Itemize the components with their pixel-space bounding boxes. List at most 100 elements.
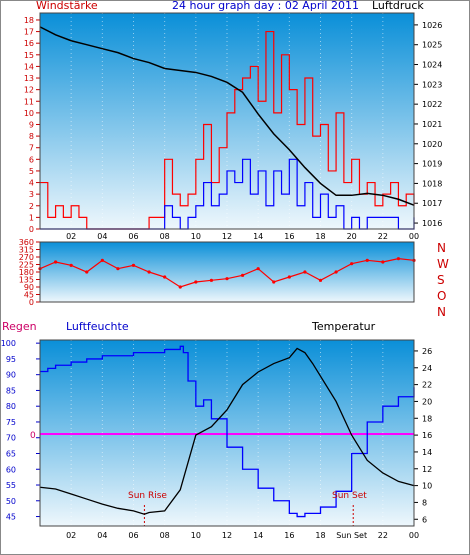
wind-tick-label: 16 [24,39,34,48]
wind-x-tick-label: 06 [128,232,138,241]
pressure-tick-label: 1022 [422,100,442,109]
dir-plot-border [39,241,415,303]
wind-x-tick-label: 08 [160,232,170,241]
pressure-tick-label: 1019 [422,160,442,169]
temp-tick-label: 16 [422,431,432,440]
temp-x-tick-label: 16 [284,531,294,540]
pressure-tick-label: 1025 [422,41,442,50]
temp-tick-label: 22 [422,381,432,390]
chart-wind-pressure: 0123456789101112131415161718101610171018… [24,12,442,241]
wind-direction-point [396,257,401,261]
temp-x-tick-label: 06 [128,531,138,540]
humidity-label: Luftfeuchte [66,320,129,333]
dir-tick-label: 225 [19,261,34,270]
wind-tick-label: 14 [24,62,34,71]
pressure-tick-label: 1023 [422,80,442,89]
wind-direction-point [131,263,136,267]
wind-direction-point [163,275,167,279]
wind-direction-point [225,277,229,281]
humidity-tick-label: 90 [6,371,16,380]
temp-x-tick-label: 04 [97,531,107,540]
wind-x-tick-label: 18 [315,232,325,241]
temp-x-tick-label: 00 [409,531,419,540]
dir-tick-label: 0 [29,298,34,307]
temp-tick-label: 24 [422,364,432,373]
temp-x-tick-label: 18 [315,531,325,540]
pressure-tick-label: 1016 [422,219,442,228]
pressure-tick-label: 1021 [422,120,442,129]
wind-tick-label: 3 [29,190,34,199]
temp-tick-label: 8 [422,498,427,507]
wind-tick-label: 11 [24,97,34,106]
wind-x-tick-label: 00 [409,232,419,241]
dir-tick-label: 315 [19,246,34,255]
temp-x-tick-label: 22 [378,531,388,540]
temp-x-tick-label: 08 [160,531,170,540]
pressure-tick-label: 1017 [422,199,442,208]
temp-x-tick-label: 02 [66,531,76,540]
pressure-tick-label: 1018 [422,179,442,188]
humidity-tick-label: 95 [6,355,16,364]
wind-direction-point [53,260,58,264]
wind-tick-label: 10 [24,109,34,118]
pressure-label: Luftdruck [372,0,424,12]
humidity-tick-label: 50 [6,497,16,506]
humidity-tick-label: 75 [6,418,16,427]
wind-tick-label: 7 [29,144,34,153]
wind-tick-label: 5 [29,167,34,176]
pressure-tick-label: 1026 [422,21,442,30]
rain-label: Regen [2,320,37,333]
temp-x-tick-label: 10 [191,531,201,540]
wind-direction-point [318,278,323,282]
wind-x-tick-label: 22 [378,232,388,241]
wind-direction-point [365,258,369,262]
wind-direction-point [240,273,245,277]
wind-label: Windstärke [36,0,98,12]
wind-plot-border [39,12,415,230]
pressure-series [39,26,415,206]
wind-tick-label: 15 [24,51,34,60]
chart-humidity-temperature: 4550556065707580859095100681012141618202… [1,339,432,540]
wind-direction-point [147,270,151,274]
wind-tick-label: 1 [29,213,34,222]
humidity-tick-label: 100 [1,339,16,348]
wind-direction-point [350,262,354,266]
wind-direction-point [381,260,385,264]
temp-plot-border [39,339,415,527]
temp-tick-label: 26 [422,347,432,356]
wind-tick-label: 6 [29,155,34,164]
pressure-tick-label: 1024 [422,61,442,70]
wind-x-tick-label: 14 [253,232,263,241]
temperature-series [39,347,415,515]
dir-tick-label: 45 [24,291,34,300]
humidity-tick-label: 80 [6,402,16,411]
wind-tick-label: 2 [29,202,34,211]
wind-tick-label: 17 [24,28,34,37]
pressure-tick-label: 1020 [422,140,442,149]
wind-tick-label: 12 [24,86,34,95]
wind-tick-label: 0 [29,225,34,234]
compass-letter: N [437,305,446,319]
humidity-tick-label: 45 [6,513,16,522]
humidity-tick-label: 70 [6,434,16,443]
compass-letter: S [437,273,445,287]
wind-direction-point [85,270,89,274]
humidity-tick-label: 55 [6,481,16,490]
sunrise-label: Sun Rise [128,491,167,501]
temp-tick-label: 6 [422,515,427,524]
temp-x-tick-label: 12 [222,531,232,540]
dir-tick-label: 180 [19,268,34,277]
temp-tick-label: 10 [422,482,432,491]
wind-tick-label: 4 [29,179,34,188]
temp-x-tick-label: 14 [253,531,263,540]
wind-direction-point [194,280,198,284]
wind-tick-label: 8 [29,132,34,141]
wind-x-tick-label: 16 [284,232,294,241]
dir-tick-label: 270 [19,253,34,262]
rain-zero-label: 0 [30,431,36,441]
wind-direction-point [178,285,182,289]
temp-tick-label: 12 [422,465,432,474]
